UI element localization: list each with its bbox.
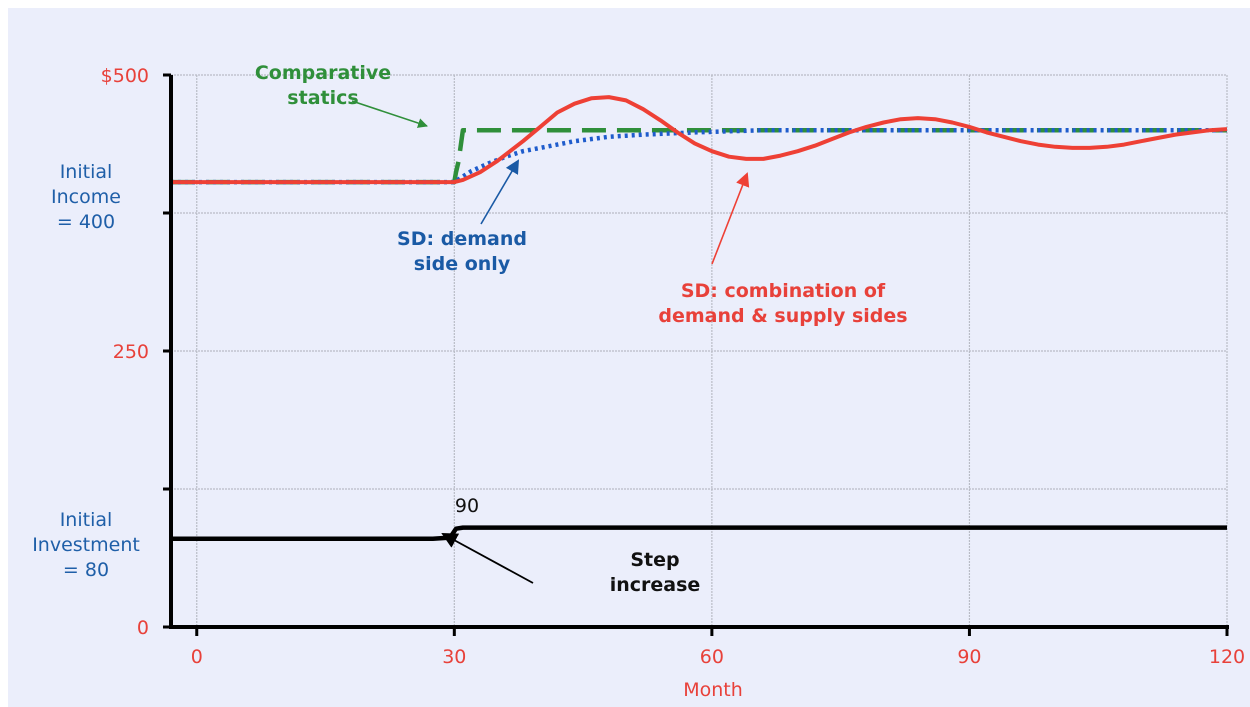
chart-background [8,8,1250,707]
side-label-line: Investment [32,534,140,556]
series-line-1 [171,127,1227,185]
x-tick-label: 120 [1209,646,1245,668]
side-label-line: = 400 [57,211,115,233]
series-line-3 [171,525,1227,541]
annotation-comparative: Comparative [255,62,391,84]
tick-labels: $500 250 0 0 30 60 90 120 Month [101,65,1245,701]
series-line-2 [171,95,1228,185]
x-tick-label: 60 [700,646,724,668]
demand-arrow [480,159,520,225]
side-label-line: = 80 [63,559,109,581]
y-tick-label: $500 [101,65,149,87]
side-label-line: Income [51,186,121,208]
annotation-combination: demand & supply sides [658,305,907,327]
comparative-arrow [351,100,428,128]
annotation-step: increase [610,574,701,596]
combination-arrow [711,172,750,265]
annotation-step: Step [630,549,679,571]
step-arrow [441,533,534,584]
series-line-0 [171,127,1227,185]
annotation-comparative: statics [287,87,358,109]
side-label-line: Initial [60,161,113,183]
y-tick-label: 250 [113,341,149,363]
y-tick-label: 0 [137,617,149,639]
axes [163,73,1229,636]
x-tick-label: 0 [191,646,203,668]
x-axis-title: Month [683,679,743,701]
annotation-combination: SD: combination of [681,280,886,302]
annotation-demand: SD: demand [397,228,527,250]
x-tick-label: 30 [442,646,466,668]
grid [171,74,1228,627]
annotations: Initial Income = 400 Initial Investment = 80 C… [32,62,907,596]
side-label-line: Initial [60,509,113,531]
annotation-ninety: 90 [455,495,479,517]
x-tick-label: 90 [957,646,981,668]
annotation-demand: side only [414,253,511,275]
